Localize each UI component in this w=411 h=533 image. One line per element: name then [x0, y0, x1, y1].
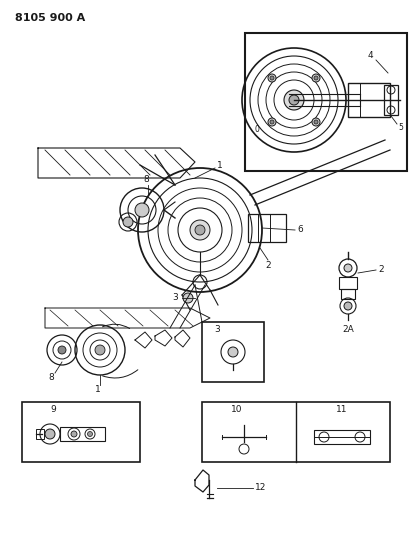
Circle shape: [284, 90, 304, 110]
Circle shape: [312, 118, 320, 126]
Circle shape: [95, 345, 105, 355]
Text: 6: 6: [297, 225, 303, 235]
Bar: [384, 85, 398, 115]
Text: 3: 3: [172, 294, 178, 303]
Text: 11: 11: [336, 406, 348, 415]
Bar: [339, 277, 357, 289]
Bar: [248, 214, 286, 242]
Circle shape: [314, 120, 318, 124]
Text: 3: 3: [214, 326, 220, 335]
Bar: [341, 289, 355, 299]
Circle shape: [123, 217, 133, 227]
Circle shape: [228, 347, 238, 357]
Circle shape: [195, 225, 205, 235]
Text: 2A: 2A: [342, 326, 354, 335]
Bar: [22, 402, 140, 462]
Text: 8: 8: [48, 373, 54, 382]
Bar: [245, 33, 407, 171]
Text: 0: 0: [254, 125, 259, 134]
Text: 1: 1: [217, 160, 223, 169]
Circle shape: [183, 293, 193, 303]
Text: 10: 10: [231, 406, 243, 415]
Text: 4: 4: [367, 51, 373, 60]
Circle shape: [270, 120, 274, 124]
Bar: [202, 322, 264, 382]
Circle shape: [270, 76, 274, 80]
Bar: [314, 430, 370, 444]
Bar: [202, 402, 390, 462]
Circle shape: [314, 76, 318, 80]
Circle shape: [45, 429, 55, 439]
Circle shape: [268, 118, 276, 126]
Circle shape: [71, 431, 77, 437]
Circle shape: [135, 203, 149, 217]
Circle shape: [190, 220, 210, 240]
Circle shape: [58, 346, 66, 354]
Text: 9: 9: [50, 406, 56, 415]
Text: 2: 2: [265, 261, 270, 270]
Bar: [60, 427, 105, 441]
Circle shape: [344, 264, 352, 272]
Text: 8105 900 A: 8105 900 A: [15, 13, 85, 23]
Bar: [348, 83, 390, 117]
Bar: [36, 429, 44, 439]
Text: 1: 1: [95, 385, 101, 394]
Circle shape: [289, 95, 299, 105]
Circle shape: [268, 74, 276, 82]
Circle shape: [344, 302, 352, 310]
Text: 2: 2: [378, 265, 383, 274]
Circle shape: [88, 432, 92, 437]
Text: 5: 5: [398, 123, 403, 132]
Text: 12: 12: [255, 483, 266, 492]
Circle shape: [312, 74, 320, 82]
Text: 8: 8: [143, 175, 149, 184]
